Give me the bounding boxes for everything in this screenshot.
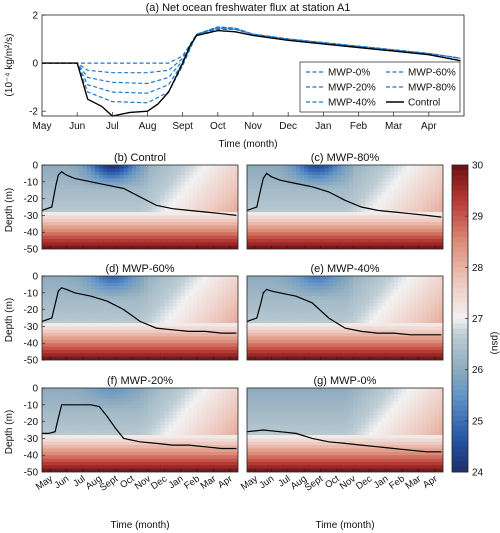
- heatmap-xtick-label: Jun: [52, 473, 71, 491]
- heatmap-ytick-label: -40: [24, 339, 39, 350]
- legend-label: MWP-20%: [328, 83, 376, 94]
- heatmap-ytick-label: -30: [24, 211, 39, 222]
- heatmap-ytick-label: -20: [24, 305, 39, 316]
- heatmap-axes-box: [246, 164, 444, 250]
- heatmap-ytick-label: -20: [24, 194, 39, 205]
- heatmap-axes-box: [246, 275, 444, 361]
- panel-a-axes-box: [41, 14, 465, 117]
- panel-a-xtick-label: Feb: [350, 121, 368, 132]
- series-line-control: [42, 29, 461, 117]
- panel-a-xtick-label: Sept: [172, 121, 193, 132]
- heatmap-ytick-label: -40: [24, 228, 39, 239]
- heatmap-xtick-label: Mar: [198, 473, 218, 491]
- colorbar-label: (psu): [489, 332, 500, 355]
- panel-a-flux-chart: (a) Net ocean freshwater flux at station…: [4, 2, 465, 150]
- panel-a-ytick-label: -2: [29, 107, 38, 118]
- heatmap-axes-box: [41, 275, 239, 361]
- series-line-mwp-0-: [42, 28, 461, 64]
- panel-a-xtick-label: Dec: [279, 121, 297, 132]
- panel-a-ytick-label: 0: [32, 59, 38, 70]
- colorbar-tick-label: 26: [472, 365, 484, 376]
- mixed-layer-depth-line: [246, 288, 442, 336]
- mixed-layer-depth-line: [42, 404, 237, 450]
- mixed-layer-depth-line: [41, 170, 237, 216]
- panel-a-xtick-label: Oct: [210, 121, 226, 132]
- salinity-heatmaps: (b) Control 0 -10 -20 -30 -40 -50 (c) MWP-80% (d…: [24, 152, 444, 494]
- heatmap-ytick-label: 0: [32, 272, 38, 283]
- heatmap-ytick-label: -10: [24, 288, 39, 299]
- panel-a-xtick-label: Aug: [139, 121, 157, 132]
- heatmap-xtick-label: Jun: [257, 473, 276, 491]
- legend-label: MWP-80%: [408, 83, 456, 94]
- salinity-colorbar: 24 25 26 27 28 29 30 (psu): [451, 161, 500, 479]
- panel-a-xtick-label: Mar: [385, 121, 403, 132]
- heatmap-ytick-label: -30: [24, 322, 39, 333]
- heatmap-panel-title: (f) MWP-20%: [107, 375, 173, 387]
- heatmap-panel-title: (d) MWP-60%: [105, 263, 174, 275]
- panel-a-title: (a) Net ocean freshwater flux at station…: [146, 2, 351, 14]
- mixed-layer-depth-line: [41, 287, 237, 334]
- heatmap-ytick-label: -20: [24, 417, 39, 428]
- mixed-layer-depth-line: [246, 429, 442, 453]
- legend-label: MWP-60%: [408, 68, 456, 79]
- panel-a-xtick-label: Nov: [244, 121, 262, 132]
- panel-a-xtick-label: Apr: [421, 121, 437, 132]
- heatmap-xtick-label: Apr: [216, 473, 234, 490]
- heatmap-panel: (e) MWP-40%: [246, 263, 444, 361]
- panel-a-xtick-label: May: [33, 121, 52, 132]
- series-line-mwp-80-: [42, 27, 461, 104]
- heatmap-axes-box: [41, 387, 239, 473]
- heatmap-xlabel-right: Time (month): [315, 520, 374, 531]
- heatmap-panel-title: (g) MWP-0%: [314, 375, 377, 387]
- heatmap-axes-box: [41, 164, 239, 250]
- heatmap-panel: (b) Control 0 -10 -20 -30 -40 -50: [24, 152, 239, 256]
- colorbar-tick-label: 25: [472, 416, 484, 427]
- mixed-layer-depth-line: [246, 172, 442, 218]
- heatmap-panel: (d) MWP-60% 0 -10 -20 -30 -40 -50: [24, 263, 239, 367]
- colorbar-tick-label: 27: [472, 314, 484, 325]
- heatmap-ytick-label: -30: [24, 434, 39, 445]
- heatmap-ytick-label: -50: [24, 468, 39, 479]
- panel-a-xlabel: Time (month): [218, 139, 277, 150]
- series-line-mwp-40-: [42, 26, 461, 85]
- panel-a-ylabel: (10⁻⁴ kg/m²/s): [4, 34, 15, 97]
- colorbar-tick-label: 24: [472, 468, 484, 479]
- heatmap-xtick-label: Sept: [98, 473, 121, 493]
- legend-label: Control: [408, 98, 440, 109]
- depth-label-row3: Depth (m): [4, 410, 15, 454]
- depth-label-row2: Depth (m): [4, 298, 15, 342]
- colorbar-tick-label: 28: [472, 263, 484, 274]
- heatmap-ytick-label: -50: [24, 245, 39, 256]
- legend-box: [299, 61, 461, 113]
- heatmap-xtick-label: Mar: [403, 473, 423, 491]
- colorbar-tick-label: 30: [472, 161, 484, 172]
- heatmap-ytick-label: -40: [24, 451, 39, 462]
- depth-label-row1: Depth (m): [4, 188, 15, 232]
- heatmap-xlabel-left: Time (month): [110, 520, 169, 531]
- heatmap-ytick-label: 0: [32, 161, 38, 172]
- heatmap-panel: (c) MWP-80%: [246, 152, 444, 250]
- heatmap-ytick-label: 0: [32, 384, 38, 395]
- panel-a-xtick-label: Jan: [315, 121, 331, 132]
- heatmap-ytick-label: -50: [24, 356, 39, 367]
- heatmap-axes-box: [246, 387, 444, 473]
- heatmap-ytick-label: -10: [24, 177, 39, 188]
- legend-label: MWP-0%: [328, 68, 370, 79]
- panel-a-xtick-label: Jun: [69, 121, 85, 132]
- colorbar-tick-label: 29: [472, 212, 484, 223]
- legend-label: MWP-40%: [328, 98, 376, 109]
- heatmap-xtick-label: Sept: [303, 473, 326, 493]
- panel-a-ytick-label: 2: [32, 11, 38, 22]
- heatmap-xtick-label: Apr: [421, 473, 439, 490]
- heatmap-panel-title: (c) MWP-80%: [311, 152, 380, 164]
- heatmap-ytick-label: -10: [24, 400, 39, 411]
- panel-a-legend: MWP-0% MWP-60% MWP-20% MWP-80% MWP-40% Contro…: [299, 61, 461, 113]
- heatmap-panel-title: (e) MWP-40%: [310, 263, 379, 275]
- heatmap-panel-title: (b) Control: [114, 152, 166, 164]
- panel-a-xtick-label: Jul: [106, 121, 119, 132]
